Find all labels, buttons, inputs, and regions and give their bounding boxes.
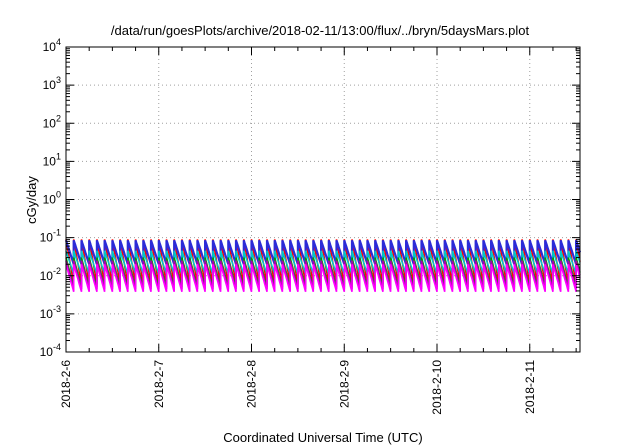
y-tick-label: 101 bbox=[43, 151, 61, 168]
series-line bbox=[65, 250, 581, 275]
series-layer bbox=[64, 239, 582, 293]
ticks bbox=[65, 46, 580, 353]
x-tick-label: 2018-2-11 bbox=[523, 360, 537, 414]
y-tick-label: 103 bbox=[43, 75, 61, 92]
x-axis-label: Coordinated Universal Time (UTC) bbox=[223, 430, 422, 445]
y-tick-label: 100 bbox=[43, 190, 61, 207]
y-axis-label: cGy/day bbox=[24, 176, 39, 224]
x-tick-label: 2018-2-9 bbox=[337, 360, 351, 408]
y-tick-label: 102 bbox=[43, 113, 61, 130]
y-tick-label: 10-2 bbox=[40, 266, 61, 283]
series-line bbox=[65, 260, 581, 290]
x-tick-label: 2018-2-10 bbox=[430, 360, 444, 415]
x-tick-label: 2018-2-8 bbox=[245, 360, 259, 408]
y-tick-labels: 10-4 10-3 10-2 10-1 100 101 102 103 104 bbox=[40, 37, 61, 359]
chart-title: /data/run/goesPlots/archive/2018-02-11/1… bbox=[111, 23, 530, 38]
y-tick-label: 104 bbox=[43, 37, 61, 54]
x-tick-labels: 2018-2-6 2018-2-7 2018-2-8 2018-2-9 2018-2-1… bbox=[59, 360, 537, 415]
x-tick-label: 2018-2-7 bbox=[152, 360, 166, 408]
series-line bbox=[65, 264, 581, 293]
grid bbox=[66, 47, 580, 352]
series-line bbox=[64, 239, 582, 265]
x-tick-label: 2018-2-6 bbox=[59, 360, 73, 408]
y-tick-label: 10-3 bbox=[40, 304, 61, 321]
y-tick-label: 10-1 bbox=[40, 228, 61, 245]
y-tick-label: 10-4 bbox=[40, 342, 61, 359]
